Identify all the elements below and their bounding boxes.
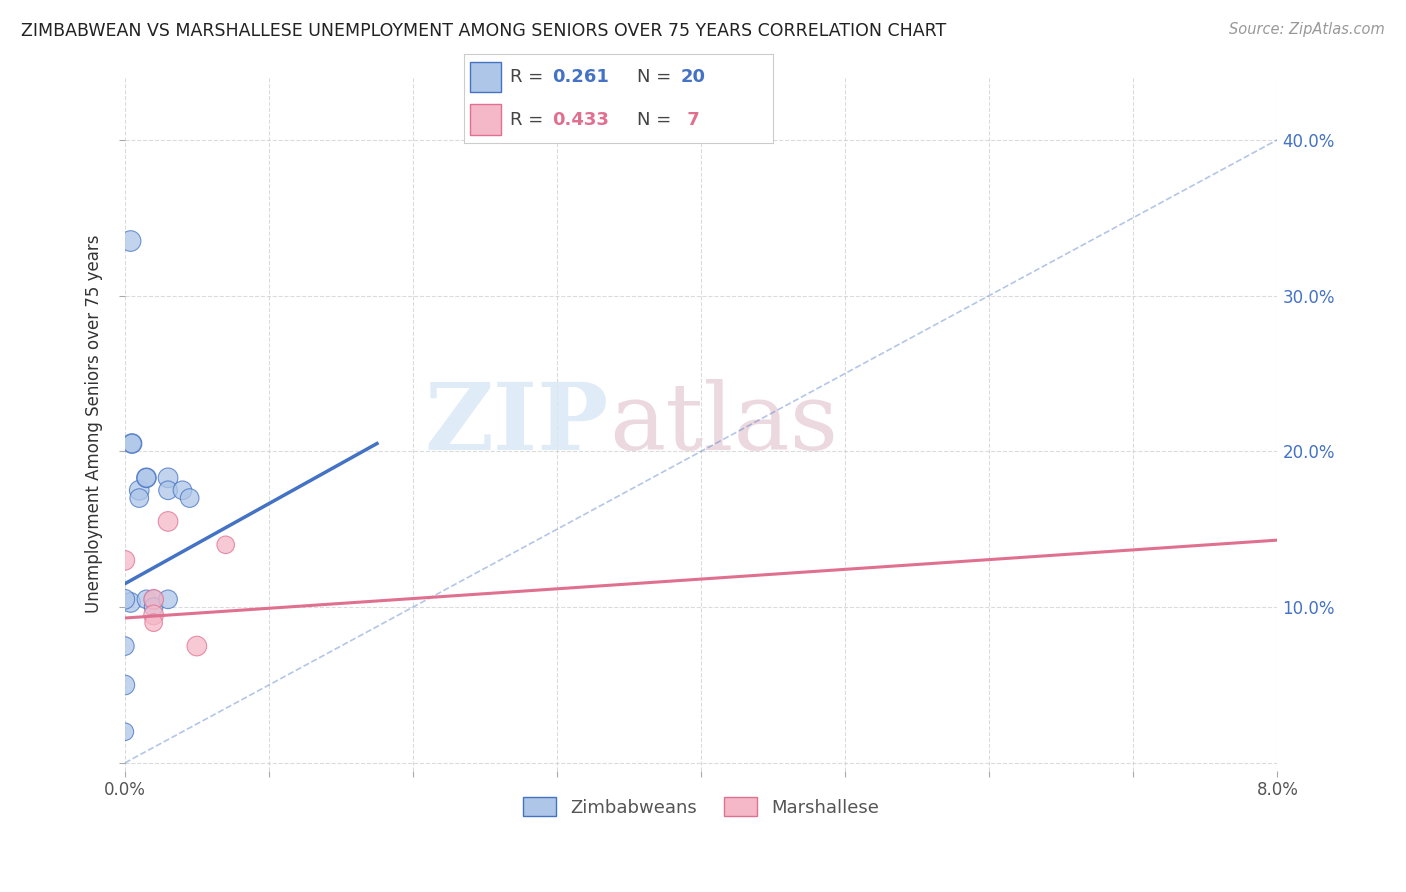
Point <box>157 483 180 498</box>
Point <box>114 678 136 692</box>
Point <box>142 615 165 630</box>
Point <box>120 234 142 248</box>
Point <box>142 592 165 607</box>
Text: 20: 20 <box>681 68 706 86</box>
Point <box>121 436 143 450</box>
Text: atlas: atlas <box>609 379 838 469</box>
Text: ZIP: ZIP <box>425 379 609 469</box>
Y-axis label: Unemployment Among Seniors over 75 years: Unemployment Among Seniors over 75 years <box>86 235 103 614</box>
Point <box>157 592 180 607</box>
Point <box>128 491 150 505</box>
Point <box>142 600 165 615</box>
Point <box>114 592 136 607</box>
Text: 0.433: 0.433 <box>553 111 609 128</box>
Text: N =: N = <box>637 111 672 128</box>
Text: 0.261: 0.261 <box>553 68 609 86</box>
Text: N =: N = <box>637 68 672 86</box>
Point <box>142 592 165 607</box>
Point <box>215 538 238 552</box>
Text: R =: R = <box>510 111 544 128</box>
Point <box>114 639 136 653</box>
Text: 7: 7 <box>681 111 699 128</box>
Point <box>157 471 180 485</box>
Point <box>142 607 165 622</box>
Text: Source: ZipAtlas.com: Source: ZipAtlas.com <box>1229 22 1385 37</box>
Text: R =: R = <box>510 68 544 86</box>
Point <box>128 483 150 498</box>
Point <box>120 595 142 609</box>
Legend: Zimbabweans, Marshallese: Zimbabweans, Marshallese <box>516 790 886 824</box>
Point <box>121 436 143 450</box>
Point <box>179 491 201 505</box>
Point <box>135 592 157 607</box>
Point <box>114 724 136 739</box>
Point <box>114 553 136 567</box>
Point <box>135 471 157 485</box>
Point <box>172 483 194 498</box>
Point <box>157 515 180 529</box>
Text: ZIMBABWEAN VS MARSHALLESE UNEMPLOYMENT AMONG SENIORS OVER 75 YEARS CORRELATION C: ZIMBABWEAN VS MARSHALLESE UNEMPLOYMENT A… <box>21 22 946 40</box>
Point <box>135 471 157 485</box>
Point <box>186 639 208 653</box>
FancyBboxPatch shape <box>470 62 501 92</box>
FancyBboxPatch shape <box>470 104 501 135</box>
